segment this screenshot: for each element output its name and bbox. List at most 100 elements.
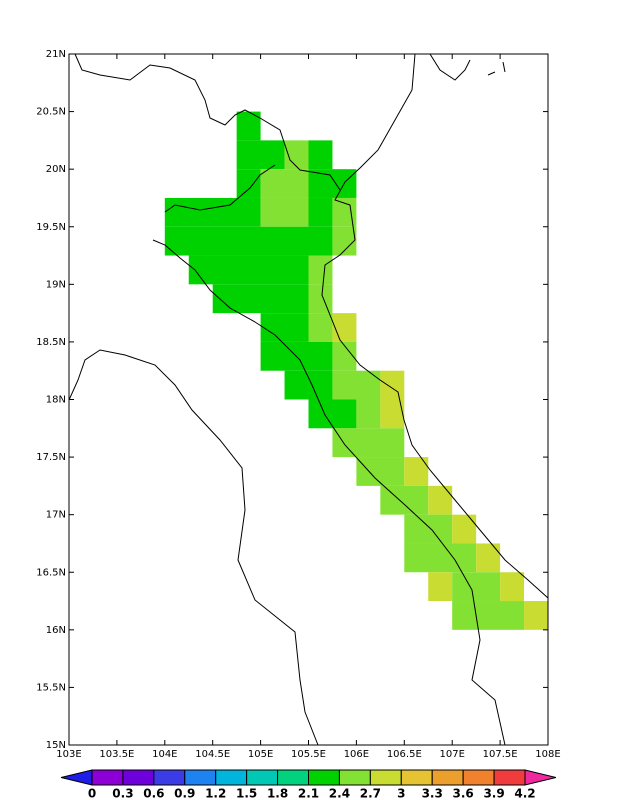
colorbar: 0 0.3 0.6 0.9 1.2 1.5 1.8 2.1 2.4 2.7 3 3.3 3.6 3.9 4.…: [60, 769, 557, 800]
colorbar-box: [122, 769, 155, 786]
colorbar-box: [308, 769, 340, 786]
y-tick-label: 20N: [46, 164, 66, 175]
grid-cell: [404, 514, 453, 544]
grid-cell: [308, 399, 357, 429]
grid-cell: [524, 601, 548, 630]
coastline: [429, 53, 506, 81]
grid-cell: [452, 601, 525, 630]
y-tick-label: 16N: [46, 625, 66, 636]
grid-cell: [308, 255, 333, 285]
x-tick-label: 108E: [535, 749, 560, 760]
colorbar-label: 3.3: [422, 787, 443, 800]
colorbar-box: [246, 769, 279, 786]
grid-cell: [164, 226, 333, 256]
grid-cell: [308, 313, 333, 342]
grid-cell: [332, 370, 381, 400]
colorbar-label: 1.2: [205, 787, 226, 800]
border: [68, 349, 319, 746]
x-tick-label: 103.5E: [99, 749, 134, 760]
y-tick-label: 18N: [46, 395, 66, 406]
colorbar-box: [153, 769, 186, 786]
y-tick-label: 19N: [46, 279, 66, 290]
y-tick-label: 17N: [46, 510, 66, 521]
border: [152, 239, 506, 746]
grid-cell: [380, 370, 405, 400]
grid-cell: [332, 226, 357, 256]
grid-cell: [380, 399, 405, 429]
colorbar-box: [431, 769, 464, 786]
grid-cell: [236, 169, 261, 198]
colorbar-label: 0.9: [174, 787, 195, 800]
grid-cell: [188, 255, 309, 285]
colorbar-box: [400, 769, 433, 786]
colorbar-box: [277, 769, 310, 786]
grid-cell: [308, 140, 333, 170]
colorbar-box: [493, 769, 526, 786]
colorbar-box: [369, 769, 402, 786]
x-tick-label: 104E: [152, 749, 177, 760]
x-tick-label: 104.5E: [195, 749, 230, 760]
x-tick-label: 103E: [56, 749, 81, 760]
grid-cell: [236, 111, 261, 141]
x-tick-label: 105.5E: [291, 749, 326, 760]
grid-cell: [260, 313, 309, 342]
grid-cell: [452, 572, 501, 602]
colorbar-box: [462, 769, 495, 786]
colorbar-label: 3: [397, 787, 405, 800]
colorbar-label: 1.8: [267, 787, 288, 800]
y-tick-label: 18.5N: [36, 337, 66, 348]
cell-layer: [164, 111, 548, 630]
colorbar-label: 2.1: [298, 787, 319, 800]
y-tick-label: 16.5N: [36, 567, 66, 578]
grid-cell: [332, 313, 357, 342]
grid-cell: [356, 399, 381, 429]
grid-cell: [284, 140, 309, 170]
boundaries: [68, 53, 549, 746]
grid-cell: [260, 197, 309, 227]
border: [74, 53, 341, 191]
colorbar-arrow: [60, 769, 93, 786]
x-tick-label: 106.5E: [387, 749, 422, 760]
y-tick-label: 19.5N: [36, 222, 66, 233]
y-tick-label: 15.5N: [36, 682, 66, 693]
y-tick-label: 17.5N: [36, 452, 66, 463]
x-tick-label: 106E: [344, 749, 369, 760]
grid-cell: [476, 543, 501, 573]
colorbar-label: 3.6: [453, 787, 474, 800]
grid-cell: [500, 572, 525, 602]
y-tick-label: 20.5N: [36, 107, 66, 118]
grid-cell: [404, 457, 429, 486]
axes: 103E 103.5E 104E 104.5E 105E 105.5E 106E 106.5E…: [36, 49, 560, 760]
colorbar-label: 0: [88, 787, 96, 800]
colorbar-label: 4.2: [514, 787, 535, 800]
grid-cell: [428, 485, 453, 515]
colorbar-label: 1.5: [236, 787, 257, 800]
grid-cell: [452, 514, 477, 544]
colorbar-box: [338, 769, 371, 786]
x-tick-label: 107E: [439, 749, 464, 760]
colorbar-label: 0.3: [112, 787, 133, 800]
border: [164, 164, 276, 213]
grid-cell: [428, 572, 453, 602]
colorbar-label: 2.7: [360, 787, 381, 800]
grid-cell: [356, 457, 405, 486]
colorbar-box: [215, 769, 248, 786]
colorbar-arrow: [524, 769, 557, 786]
colorbar-label: 0.6: [143, 787, 164, 800]
grid-cell: [212, 284, 309, 314]
grid-cell: [308, 284, 333, 314]
colorbar-box: [91, 769, 124, 786]
grid-cell: [236, 140, 285, 170]
grid-cell: [284, 370, 333, 400]
grid-cell: [308, 169, 357, 198]
grid-cell: [308, 197, 333, 227]
y-tick-label: 15N: [46, 740, 66, 751]
y-tick-label: 21N: [46, 49, 66, 60]
grid-cell: [260, 169, 309, 198]
grid-cell: [332, 428, 405, 458]
grid-cell: [332, 341, 357, 371]
colorbar-box: [184, 769, 217, 786]
x-tick-label: 107.5E: [483, 749, 518, 760]
colorbar-label: 3.9: [483, 787, 504, 800]
